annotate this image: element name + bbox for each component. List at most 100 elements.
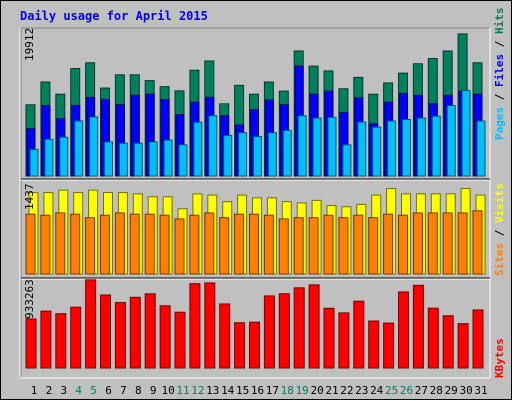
sites-bar-day-7: [114, 212, 125, 275]
day-label-27: 27: [415, 384, 428, 397]
day-label-16: 16: [251, 384, 264, 397]
kbytes-bar-day-27: [412, 284, 424, 369]
day-label-19: 19: [296, 384, 309, 397]
day-label-17: 17: [266, 384, 279, 397]
chart-title: Daily usage for April 2015: [20, 9, 208, 23]
pages-bar-day-11: [178, 144, 188, 177]
sites-bar-day-19: [293, 217, 304, 275]
sites-bar-day-8: [129, 213, 140, 275]
svg-text:KBytes: KBytes: [493, 338, 506, 378]
sites-bar-day-4: [70, 213, 81, 275]
sites-bar-day-1: [25, 213, 36, 275]
pages-bar-day-3: [59, 136, 69, 177]
kbytes-bar-day-30: [457, 323, 469, 369]
sites-bar-day-25: [383, 213, 394, 275]
day-label-18: 18: [281, 384, 294, 397]
day-label-6: 6: [105, 384, 112, 397]
kbytes-panel: [25, 279, 484, 369]
visits-sites-panel: [25, 188, 486, 275]
kbytes-bar-day-31: [472, 309, 484, 369]
legend-slash-3: /: [493, 223, 506, 243]
kbytes-bar-day-21: [323, 307, 335, 369]
kbytes-bar-day-9: [144, 293, 156, 369]
kbytes-bar-day-2: [40, 310, 52, 369]
pages-bar-day-2: [44, 138, 54, 177]
legend-hits-files-pages: Pages / Files / Hits: [493, 8, 506, 141]
kbytes-bar-day-14: [219, 303, 231, 369]
sites-bar-day-11: [174, 218, 185, 275]
kbytes-bar-day-8: [129, 296, 141, 369]
pages-bar-day-28: [431, 115, 441, 177]
sites-bar-day-26: [398, 214, 408, 275]
day-label-4: 4: [75, 384, 82, 397]
sites-bar-day-9: [144, 213, 155, 275]
day-label-11: 11: [176, 384, 189, 397]
hits-files-pages-panel: [25, 33, 486, 177]
pages-bar-day-7: [118, 142, 128, 177]
pages-bar-day-20: [312, 117, 322, 177]
pages-bar-day-15: [238, 132, 248, 177]
sites-bar-day-24: [368, 217, 379, 275]
legend-slash-1: /: [493, 87, 506, 107]
kbytes-bar-day-18: [278, 293, 290, 369]
kbytes-bar-day-4: [70, 306, 82, 369]
day-label-9: 9: [150, 384, 157, 397]
pages-bar-day-14: [223, 134, 233, 177]
kbytes-bar-day-15: [234, 322, 246, 369]
kbytes-bar-day-24: [368, 320, 380, 369]
kbytes-bar-day-6: [100, 294, 111, 369]
day-label-1: 1: [31, 384, 38, 397]
day-label-15: 15: [236, 384, 249, 397]
kbytes-bar-day-26: [398, 291, 409, 369]
pages-bar-day-23: [357, 121, 367, 177]
pages-bar-day-10: [163, 139, 173, 177]
day-label-24: 24: [370, 384, 384, 397]
sites-bar-day-18: [278, 218, 289, 275]
day-label-13: 13: [206, 384, 219, 397]
day-label-31: 31: [474, 384, 487, 397]
kbytes-bar-day-25: [383, 322, 395, 369]
sites-bar-day-22: [338, 217, 349, 275]
pages-bar-day-12: [193, 121, 203, 177]
kbytes-bar-day-17: [263, 295, 275, 369]
kbytes-bar-day-11: [174, 311, 186, 369]
y-max-label-visits: 1437: [23, 184, 36, 211]
pages-bar-day-24: [372, 126, 382, 177]
kbytes-bar-day-16: [249, 321, 260, 369]
pages-bar-day-18: [282, 129, 292, 177]
sites-bar-day-13: [204, 212, 215, 275]
pages-bar-day-30: [461, 90, 471, 177]
sites-bar-day-6: [100, 214, 110, 275]
pages-bar-day-21: [327, 116, 337, 177]
legend-kbytes-label: KBytes: [493, 338, 506, 378]
y-max-label-hits: 19912: [23, 28, 36, 61]
legend-slash-2: /: [493, 34, 506, 54]
sites-bar-day-15: [234, 213, 245, 275]
day-label-2: 2: [46, 384, 53, 397]
sites-bar-day-23: [353, 214, 364, 275]
kbytes-bar-day-3: [55, 313, 67, 369]
kbytes-bar-day-12: [189, 283, 201, 369]
legend-sites: Sites: [493, 243, 506, 276]
pages-bar-day-25: [387, 120, 397, 177]
day-label-14: 14: [221, 384, 235, 397]
day-label-20: 20: [310, 384, 323, 397]
kbytes-bar-day-23: [353, 300, 365, 369]
kbytes-bar-day-20: [308, 284, 320, 369]
sites-bar-day-12: [189, 214, 200, 275]
pages-bar-day-6: [104, 141, 113, 177]
pages-bar-day-27: [416, 117, 426, 177]
kbytes-bar-day-13: [204, 282, 216, 369]
day-label-26: 26: [400, 384, 413, 397]
legend-files: Files: [493, 54, 506, 87]
day-label-30: 30: [459, 384, 472, 397]
pages-bar-day-4: [74, 120, 84, 177]
pages-bar-day-31: [476, 120, 486, 177]
kbytes-bar-day-5: [85, 279, 97, 369]
legend-visits: Visits: [493, 183, 506, 223]
kbytes-bar-day-28: [427, 307, 439, 369]
sites-bar-day-16: [249, 213, 259, 275]
pages-bar-day-19: [297, 115, 307, 177]
pages-bar-day-16: [253, 136, 262, 177]
pages-bar-day-22: [342, 144, 352, 177]
